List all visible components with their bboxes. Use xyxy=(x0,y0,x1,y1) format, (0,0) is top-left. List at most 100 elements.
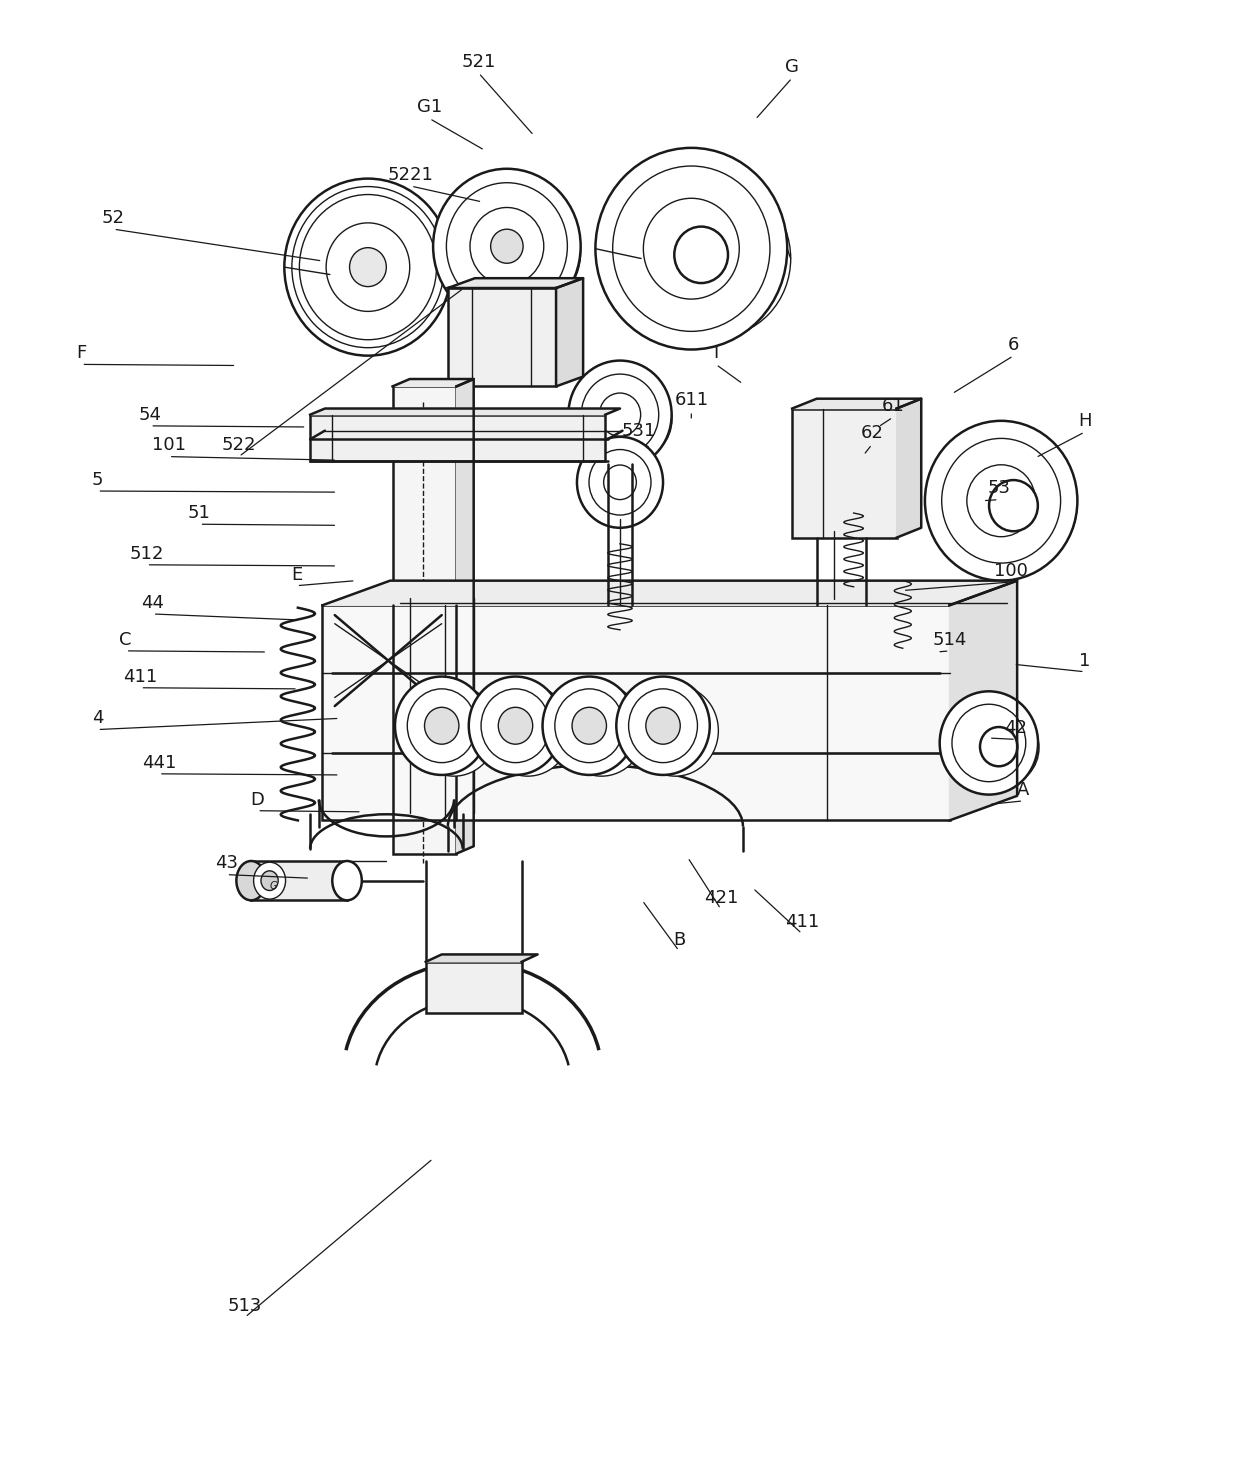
Text: 1: 1 xyxy=(1079,652,1090,669)
Ellipse shape xyxy=(396,677,489,775)
Bar xyxy=(393,387,456,853)
Bar xyxy=(448,287,556,387)
Ellipse shape xyxy=(577,437,663,527)
Ellipse shape xyxy=(595,148,787,350)
Ellipse shape xyxy=(558,686,645,776)
Ellipse shape xyxy=(260,871,278,890)
Text: 421: 421 xyxy=(703,889,738,906)
Polygon shape xyxy=(556,278,583,387)
Text: 513: 513 xyxy=(228,1297,262,1315)
Ellipse shape xyxy=(599,392,641,437)
Polygon shape xyxy=(950,581,1017,820)
Ellipse shape xyxy=(675,227,728,283)
Text: 100: 100 xyxy=(994,561,1028,581)
Text: 514: 514 xyxy=(932,631,967,649)
Text: F: F xyxy=(77,344,87,363)
Text: 611: 611 xyxy=(675,391,708,409)
Text: 51: 51 xyxy=(188,504,211,521)
Ellipse shape xyxy=(990,480,1038,532)
Ellipse shape xyxy=(433,169,580,324)
Text: H: H xyxy=(1078,412,1091,429)
Bar xyxy=(322,606,950,820)
Ellipse shape xyxy=(350,247,387,287)
Polygon shape xyxy=(322,581,1017,606)
Ellipse shape xyxy=(470,207,544,284)
Ellipse shape xyxy=(968,711,1039,785)
Ellipse shape xyxy=(424,708,459,743)
Ellipse shape xyxy=(568,360,672,469)
Ellipse shape xyxy=(554,689,624,763)
Ellipse shape xyxy=(632,686,718,776)
Polygon shape xyxy=(310,409,620,415)
Text: 531: 531 xyxy=(621,422,656,440)
Ellipse shape xyxy=(330,210,450,338)
Ellipse shape xyxy=(470,194,580,311)
Text: 5: 5 xyxy=(92,471,103,489)
Text: C: C xyxy=(119,631,131,649)
Polygon shape xyxy=(448,278,583,287)
Text: B: B xyxy=(673,930,686,949)
Ellipse shape xyxy=(940,692,1038,795)
Ellipse shape xyxy=(254,862,285,899)
Text: 44: 44 xyxy=(141,594,164,612)
Ellipse shape xyxy=(941,438,1060,563)
Polygon shape xyxy=(456,379,474,853)
Text: I: I xyxy=(713,344,718,363)
Ellipse shape xyxy=(410,686,497,776)
Ellipse shape xyxy=(572,708,606,743)
Ellipse shape xyxy=(604,465,636,499)
Ellipse shape xyxy=(485,686,570,776)
Ellipse shape xyxy=(613,166,770,332)
Ellipse shape xyxy=(326,222,409,311)
Ellipse shape xyxy=(598,381,672,459)
Ellipse shape xyxy=(644,198,739,299)
Text: E: E xyxy=(291,566,303,584)
Text: 6: 6 xyxy=(1008,336,1019,354)
Ellipse shape xyxy=(967,465,1035,536)
Text: 43: 43 xyxy=(215,855,238,872)
Ellipse shape xyxy=(498,708,533,743)
Ellipse shape xyxy=(481,689,549,763)
Ellipse shape xyxy=(641,179,791,338)
Ellipse shape xyxy=(332,860,362,900)
Text: 5221: 5221 xyxy=(388,166,434,184)
Bar xyxy=(310,415,605,462)
Text: G: G xyxy=(785,58,799,76)
Text: 4: 4 xyxy=(92,709,103,727)
Ellipse shape xyxy=(407,689,476,763)
Ellipse shape xyxy=(491,230,523,264)
Bar xyxy=(425,961,522,1013)
Text: G: G xyxy=(269,881,277,890)
Polygon shape xyxy=(897,398,921,538)
Text: A: A xyxy=(1017,780,1029,798)
Ellipse shape xyxy=(446,182,568,310)
Polygon shape xyxy=(792,398,921,409)
Ellipse shape xyxy=(237,860,265,900)
Text: 521: 521 xyxy=(461,53,496,71)
Ellipse shape xyxy=(616,677,709,775)
Text: D: D xyxy=(250,791,264,809)
Ellipse shape xyxy=(582,375,658,455)
Text: 411: 411 xyxy=(123,668,157,686)
Text: 512: 512 xyxy=(129,545,164,563)
Text: 54: 54 xyxy=(139,406,161,424)
Text: 62: 62 xyxy=(861,424,883,443)
Ellipse shape xyxy=(980,727,1017,766)
Text: G1: G1 xyxy=(417,98,441,117)
Text: 53: 53 xyxy=(987,480,1011,498)
Bar xyxy=(252,860,347,900)
Text: 61: 61 xyxy=(882,397,904,415)
Text: 441: 441 xyxy=(141,754,176,772)
Text: 42: 42 xyxy=(1004,720,1028,738)
Text: 52: 52 xyxy=(102,209,125,227)
Ellipse shape xyxy=(589,450,651,515)
Ellipse shape xyxy=(925,421,1078,581)
Ellipse shape xyxy=(299,194,436,339)
Ellipse shape xyxy=(629,689,697,763)
Ellipse shape xyxy=(962,447,1076,567)
Ellipse shape xyxy=(469,677,562,775)
Text: 411: 411 xyxy=(785,914,820,932)
Bar xyxy=(792,409,897,538)
Polygon shape xyxy=(393,379,474,387)
Polygon shape xyxy=(425,954,538,961)
